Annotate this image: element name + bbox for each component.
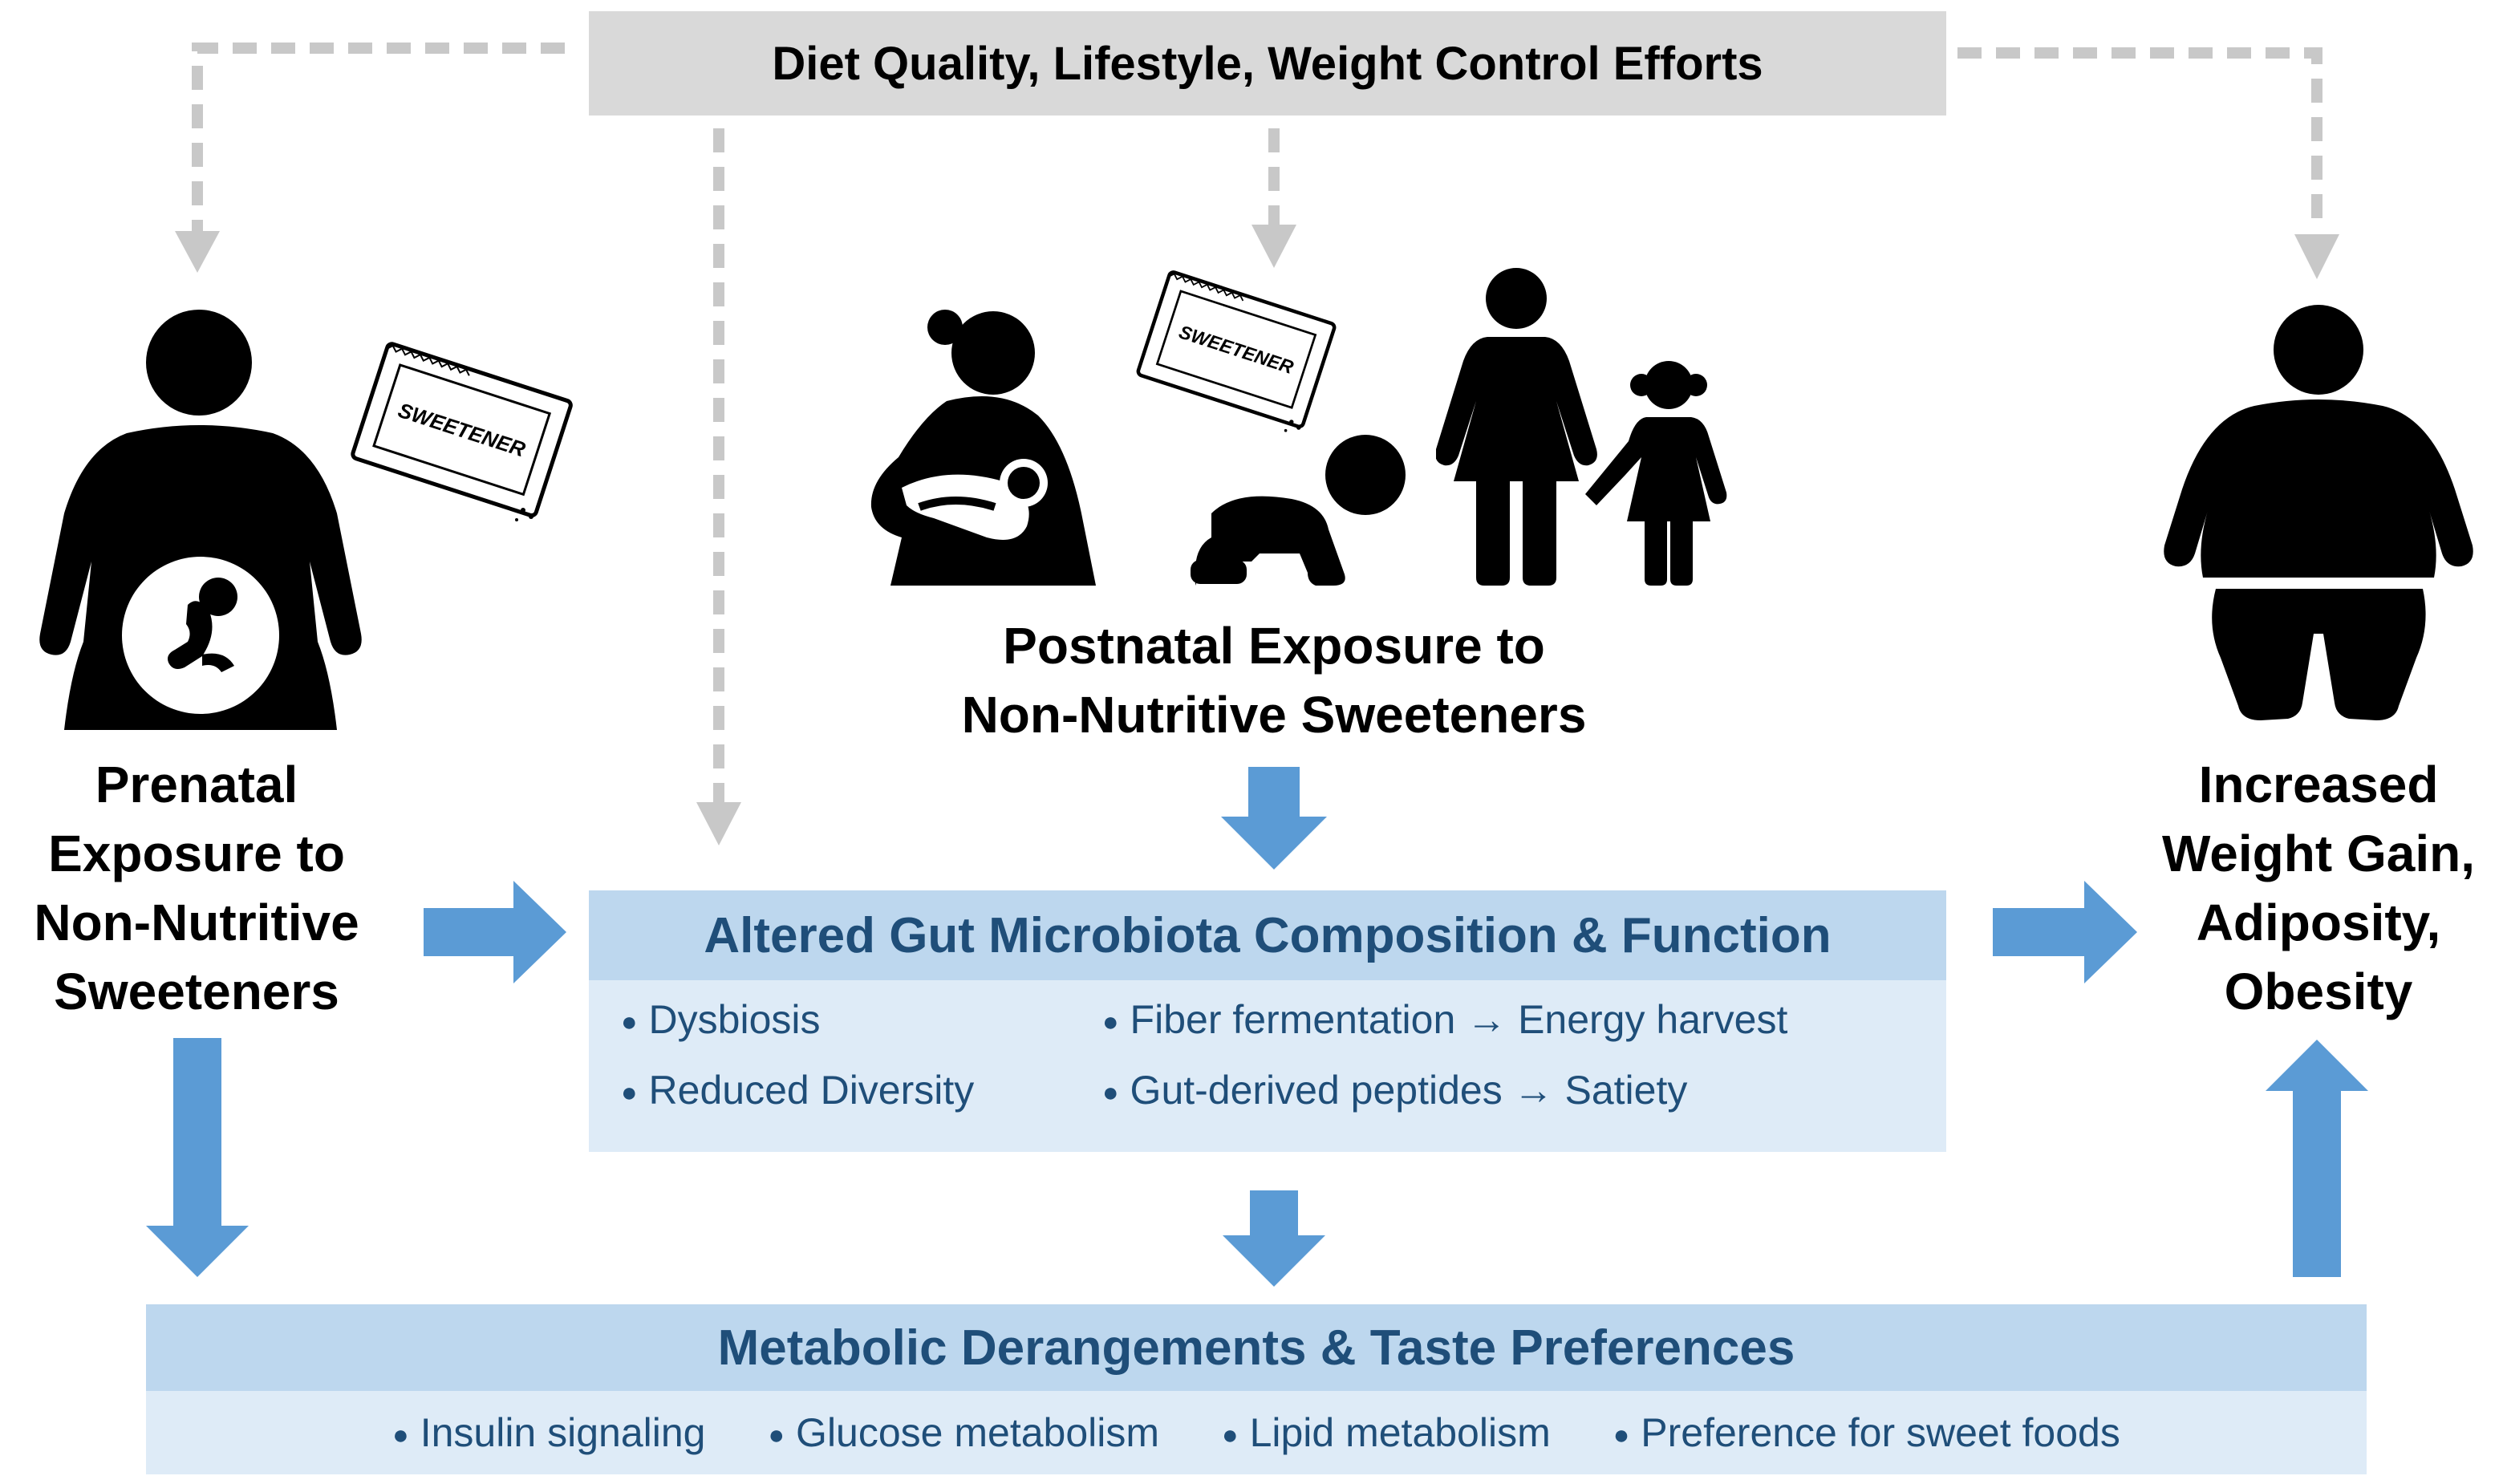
outcome-label-line: Obesity xyxy=(2224,963,2413,1020)
arrow-prenatal-to-gut xyxy=(424,881,566,983)
dashed-arrowhead-gut xyxy=(696,802,741,845)
prenatal-label-line: Exposure to xyxy=(48,825,345,882)
obesity-outcome-label: Increased Weight Gain, Adiposity, Obesit… xyxy=(2110,750,2503,1026)
metabolic-item-lipid: ● Lipid metabolism xyxy=(1222,1410,1551,1455)
outcome-label-line: Increased xyxy=(2198,756,2439,813)
adult-and-child-icon xyxy=(1436,268,1727,586)
arrow-postnatal-to-gut xyxy=(1221,767,1327,870)
prenatal-exposure-label: Prenatal Exposure to Non-Nutritive Sweet… xyxy=(0,750,393,1026)
gut-microbiota-body: ● Dysbiosis ● Fiber fermentation → Energy … xyxy=(589,980,1946,1152)
prenatal-label-line: Non-Nutritive xyxy=(34,894,359,951)
metabolic-item-sweet-preference: ● Preference for sweet foods xyxy=(1613,1410,2120,1455)
crawling-baby-icon xyxy=(1191,435,1406,586)
postnatal-label-line: Non-Nutritive Sweeteners xyxy=(961,686,1587,744)
pregnant-woman-icon xyxy=(39,310,362,730)
sweetener-packet-icon: SWEETENER xyxy=(1136,270,1337,432)
gut-item-reduced-diversity: ● Reduced Diversity xyxy=(621,1068,975,1113)
outcome-label-line: Weight Gain, xyxy=(2162,825,2475,882)
gut-microbiota-title: Altered Gut Microbiota Composition & Fun… xyxy=(704,907,1832,963)
outcome-label-line: Adiposity, xyxy=(2196,894,2441,951)
dashed-arrowhead-prenatal xyxy=(175,231,220,273)
postnatal-exposure-label: Postnatal Exposure to Non-Nutritive Swee… xyxy=(873,611,1675,749)
gut-microbiota-header: Altered Gut Microbiota Composition & Fun… xyxy=(589,890,1946,980)
prenatal-label-line: Sweeteners xyxy=(54,963,339,1020)
gut-item-dysbiosis: ● Dysbiosis xyxy=(621,997,821,1042)
dashed-arrowhead-outcome xyxy=(2294,234,2339,279)
metabolic-item-glucose: ● Glucose metabolism xyxy=(768,1410,1160,1455)
postnatal-label-line: Postnatal Exposure to xyxy=(1003,617,1545,675)
gut-item-fiber-fermentation: ● Fiber fermentation → Energy harvest xyxy=(1102,997,1788,1042)
dashed-connector-to-prenatal xyxy=(192,43,565,233)
dashed-connector-to-outcome xyxy=(1957,47,2322,233)
arrow-metabolic-to-outcome xyxy=(2266,1040,2368,1277)
arrow-prenatal-to-metabolic xyxy=(146,1038,249,1277)
breastfeeding-mother-icon xyxy=(870,310,1096,586)
metabolic-item-insulin: ● Insulin signaling xyxy=(392,1410,706,1455)
prenatal-label-line: Prenatal xyxy=(95,756,298,813)
arrow-gut-to-metabolic xyxy=(1223,1190,1325,1287)
metabolic-derangements-title: Metabolic Derangements & Taste Preferenc… xyxy=(717,1320,1795,1376)
dashed-arrowhead-postnatal xyxy=(1252,225,1296,268)
obese-person-icon xyxy=(2164,305,2473,720)
lifestyle-factors-box: Diet Quality, Lifestyle, Weight Control … xyxy=(589,11,1946,116)
lifestyle-factors-label: Diet Quality, Lifestyle, Weight Control … xyxy=(772,37,1763,90)
metabolic-derangements-header: Metabolic Derangements & Taste Preferenc… xyxy=(146,1304,2367,1391)
sweetener-packet-icon: SWEETENER xyxy=(351,342,573,521)
gut-item-gut-derived-peptides: ● Gut-derived peptides → Satiety xyxy=(1102,1068,1688,1113)
arrow-gut-to-outcome xyxy=(1993,881,2137,983)
metabolic-derangements-body: ● Insulin signaling ● Glucose metabolism ●… xyxy=(146,1391,2367,1474)
